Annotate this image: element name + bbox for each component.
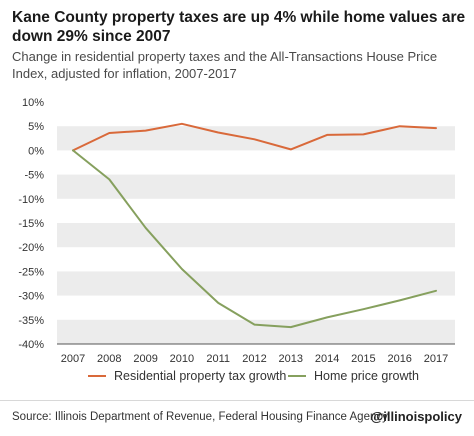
x-tick-label: 2012 [242, 353, 266, 365]
x-tick-label: 2007 [61, 353, 85, 365]
grid-band [57, 271, 455, 296]
y-tick-label: -25% [18, 266, 44, 278]
legend-swatch-home-price [288, 374, 306, 378]
legend-swatch-property-tax [88, 374, 106, 378]
legend: Residential property tax growth Home pri… [0, 369, 474, 389]
x-tick-label: 2009 [133, 353, 157, 365]
brand-handle: @illinoispolicy [370, 409, 462, 424]
series-lines [72, 122, 437, 329]
y-axis-ticks: 10% 5% 0% -5% -10% -15% -20% -25% -30% -35% -40% [18, 97, 44, 351]
x-tick-label: 2017 [424, 353, 448, 365]
x-tick-label: 2011 [206, 353, 230, 365]
chart-title: Kane County property taxes are up 4% whi… [12, 9, 466, 45]
series-line-property-tax [72, 122, 437, 152]
y-tick-label: 0% [28, 145, 44, 157]
legend-label-home-price: Home price growth [314, 369, 419, 383]
legend-item-property-tax: Residential property tax growth [88, 369, 286, 383]
y-tick-label: -35% [18, 315, 44, 327]
y-tick-label: -5% [24, 170, 44, 182]
x-tick-label: 2008 [97, 353, 121, 365]
x-tick-label: 2010 [170, 353, 194, 365]
x-tick-label: 2016 [387, 353, 411, 365]
grid-band [57, 319, 455, 344]
series-line-home-price [72, 149, 437, 329]
y-tick-label: -20% [18, 242, 44, 254]
y-tick-label: -10% [18, 194, 44, 206]
grid-band [57, 126, 455, 151]
x-axis-ticks: 2007 2008 2009 2010 2011 2012 2013 2014 2015 2016… [61, 353, 448, 365]
grid-bands [57, 126, 455, 344]
grid-band [57, 174, 455, 199]
legend-label-property-tax: Residential property tax growth [114, 369, 287, 383]
chart-subtitle: Change in residential property taxes and… [12, 49, 438, 81]
grid-band [57, 223, 455, 248]
y-tick-label: -15% [18, 218, 44, 230]
y-tick-label: 5% [28, 121, 44, 133]
footer: Source: Illinois Department of Revenue, … [0, 400, 474, 436]
y-tick-label: -30% [18, 291, 44, 303]
x-tick-label: 2014 [315, 353, 339, 365]
y-tick-label: 10% [22, 97, 44, 109]
y-tick-label: -40% [18, 339, 44, 351]
legend-item-home-price: Home price growth [288, 369, 419, 383]
x-tick-label: 2015 [351, 353, 375, 365]
x-tick-label: 2013 [279, 353, 303, 365]
line-chart: 10% 5% 0% -5% -10% -15% -20% -25% -30% -35% -40% 2… [18, 97, 455, 365]
source-note: Source: Illinois Department of Revenue, … [12, 411, 388, 423]
